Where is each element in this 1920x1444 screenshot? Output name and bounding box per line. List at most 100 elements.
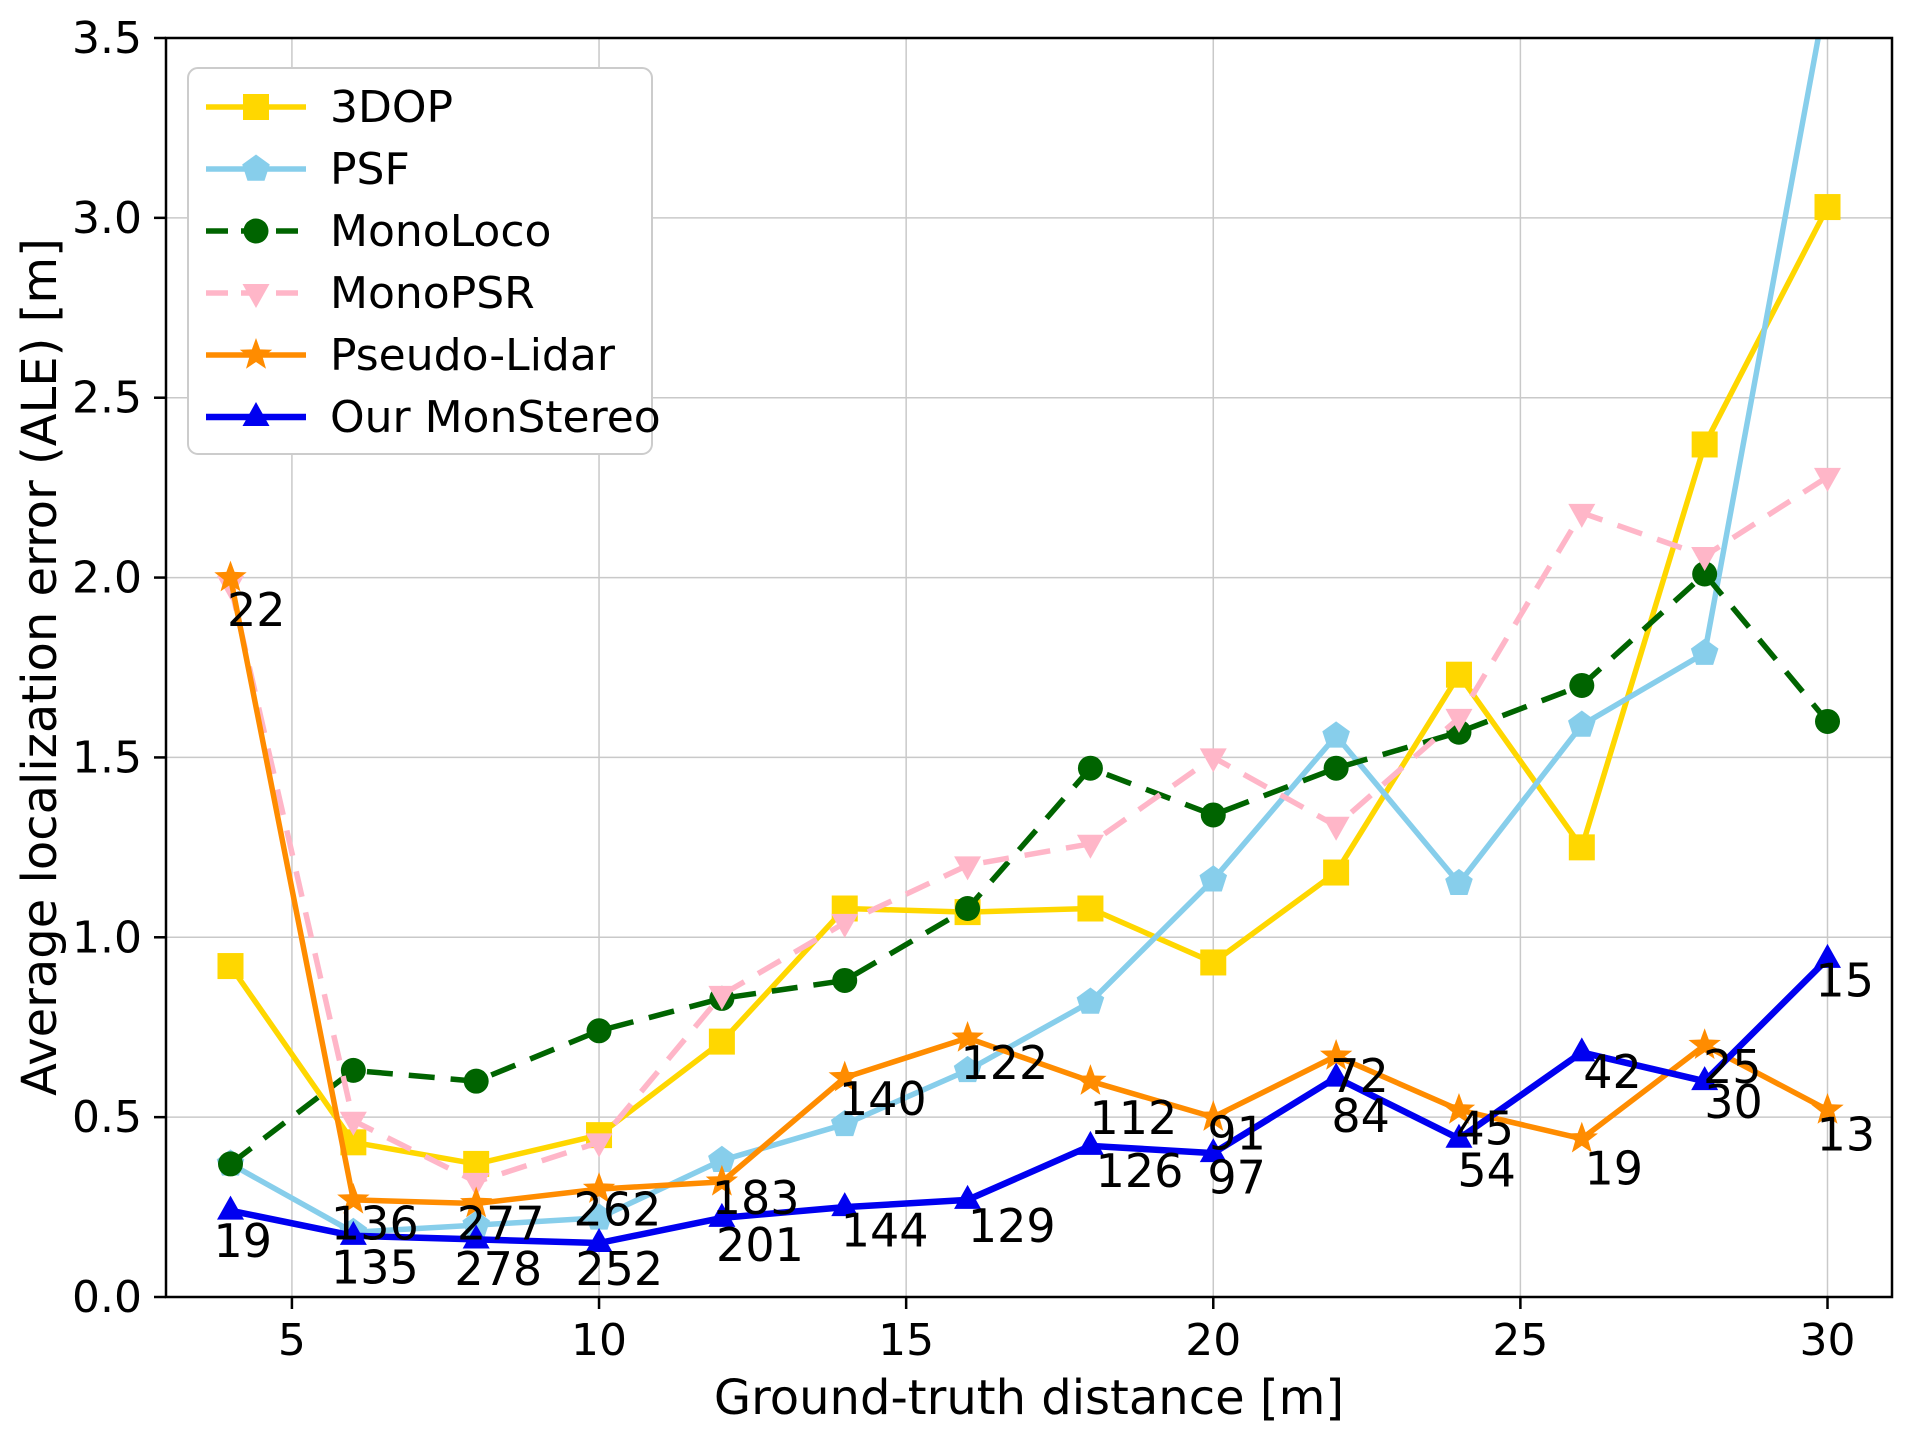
square-marker: [1323, 859, 1350, 886]
triangle-down-marker: [708, 985, 736, 1010]
legend-label: 3DOP: [330, 82, 453, 133]
x-tick-label: 20: [1185, 1315, 1241, 1366]
annotation-label: 136: [331, 1196, 419, 1250]
annotation-label: 201: [716, 1218, 804, 1272]
y-tick-label: 3.5: [72, 13, 142, 64]
axes: 5 10 15 20 25 300.00.51.01.52.02.53.03.5: [72, 13, 1894, 1366]
legend-item-monopsr: MonoPSR: [206, 268, 535, 319]
annotation-label: 97: [1207, 1151, 1266, 1205]
series-line: [228, 571, 1830, 1167]
legend-label: Our MonStereo: [330, 392, 661, 443]
annotation-label: 42: [1583, 1045, 1642, 1099]
triangle-up-marker: [216, 1195, 244, 1220]
annotation-label: 183: [712, 1171, 800, 1225]
annotation-label: 13: [1817, 1107, 1876, 1161]
annotation-label: 135: [331, 1241, 419, 1295]
annotation-label: 22: [227, 583, 286, 637]
triangle-up-marker: [1199, 1138, 1227, 1163]
series-pseudo-lidar: [214, 560, 1844, 1218]
pentagon-marker: [462, 1210, 490, 1237]
series-line: [229, 956, 1830, 1247]
square-marker: [1814, 194, 1841, 221]
star-marker: [582, 1172, 616, 1203]
pentagon-marker: [1322, 721, 1350, 748]
triangle-up-marker: [1691, 1066, 1719, 1091]
annotation-label: 19: [214, 1214, 273, 1268]
series-line: [227, 474, 1829, 1185]
series-line: [229, 38, 1821, 1236]
square-marker: [463, 1150, 490, 1177]
pentagon-marker: [1690, 638, 1719, 665]
legend-label: MonoPSR: [330, 268, 535, 319]
triangle-up-marker: [1814, 943, 1842, 968]
annotation-label: 112: [1090, 1091, 1178, 1145]
legend-label: PSF: [330, 144, 410, 195]
y-tick-label: 2.0: [72, 553, 142, 604]
annotation-label: 72: [1330, 1049, 1389, 1103]
series-psf: [216, 38, 1821, 1244]
annotation-label: 84: [1331, 1089, 1390, 1143]
annotation-label: 278: [454, 1242, 542, 1296]
annotation-label: 262: [574, 1183, 662, 1237]
pentagon-marker: [1199, 865, 1228, 892]
circle-marker: [1323, 755, 1349, 781]
triangle-down-marker: [1568, 503, 1596, 528]
y-tick-label: 2.5: [72, 373, 142, 424]
annotation-label: 19: [1584, 1142, 1643, 1196]
triangle-up-marker: [954, 1184, 982, 1209]
y-tick-label: 1.0: [72, 912, 142, 963]
series-our-monstereo: [216, 943, 1842, 1253]
annotation-label: 140: [839, 1072, 927, 1126]
circle-marker: [1569, 672, 1595, 698]
circle-marker: [217, 1151, 243, 1177]
y-tick-label: 1.5: [72, 732, 142, 783]
series-line: [228, 205, 1830, 1167]
star-marker: [460, 1186, 493, 1218]
triangle-up-marker: [708, 1202, 736, 1227]
star-marker: [1074, 1064, 1107, 1095]
x-tick-label: 30: [1800, 1315, 1856, 1366]
annotation-label: 277: [457, 1196, 545, 1250]
x-tick-label: 15: [878, 1315, 934, 1366]
triangle-down-marker: [954, 856, 982, 881]
y-tick-label: 0.5: [72, 1092, 142, 1143]
x-tick-label: 10: [571, 1315, 627, 1366]
x-tick-label: 5: [278, 1315, 306, 1366]
pentagon-marker: [1076, 987, 1105, 1014]
legend-item-our-monstereo: Our MonStereo: [206, 392, 661, 443]
square-marker: [1200, 949, 1227, 976]
star-marker: [1688, 1028, 1721, 1059]
annotation-label: 15: [1815, 953, 1874, 1007]
triangle-down-marker: [1076, 834, 1104, 859]
triangle-up-marker: [1076, 1130, 1104, 1155]
triangle-up-marker: [831, 1192, 859, 1217]
legend-item-pseudo-lidar: Pseudo-Lidar: [206, 330, 616, 381]
star-marker: [1565, 1121, 1598, 1153]
y-tick-label: 3.0: [72, 193, 142, 244]
triangle-down-marker: [1322, 816, 1350, 841]
star-marker: [828, 1060, 861, 1092]
annotation-label: 144: [841, 1203, 929, 1257]
triangle-down-marker: [1814, 467, 1842, 492]
star-marker: [951, 1021, 984, 1052]
annotation-label: 54: [1457, 1143, 1516, 1197]
circle-marker: [586, 1018, 612, 1044]
legend-label: Pseudo-Lidar: [330, 330, 616, 381]
star-marker: [214, 560, 247, 592]
square-marker: [708, 1028, 735, 1055]
star-marker: [1811, 1092, 1844, 1124]
circle-marker: [463, 1068, 489, 1094]
triangle-up-marker: [1568, 1037, 1596, 1062]
triangle-down-marker: [585, 1133, 613, 1158]
y-axis-label: Average localization error (ALE) [m]: [12, 238, 68, 1096]
square-marker: [1445, 661, 1472, 688]
pentagon-marker: [1445, 868, 1473, 896]
star-marker: [705, 1164, 739, 1196]
triangle-up-marker: [1445, 1123, 1473, 1148]
annotation-label: 91: [1207, 1106, 1266, 1160]
circle-marker: [1200, 802, 1226, 828]
annotation-label: 129: [968, 1199, 1056, 1253]
